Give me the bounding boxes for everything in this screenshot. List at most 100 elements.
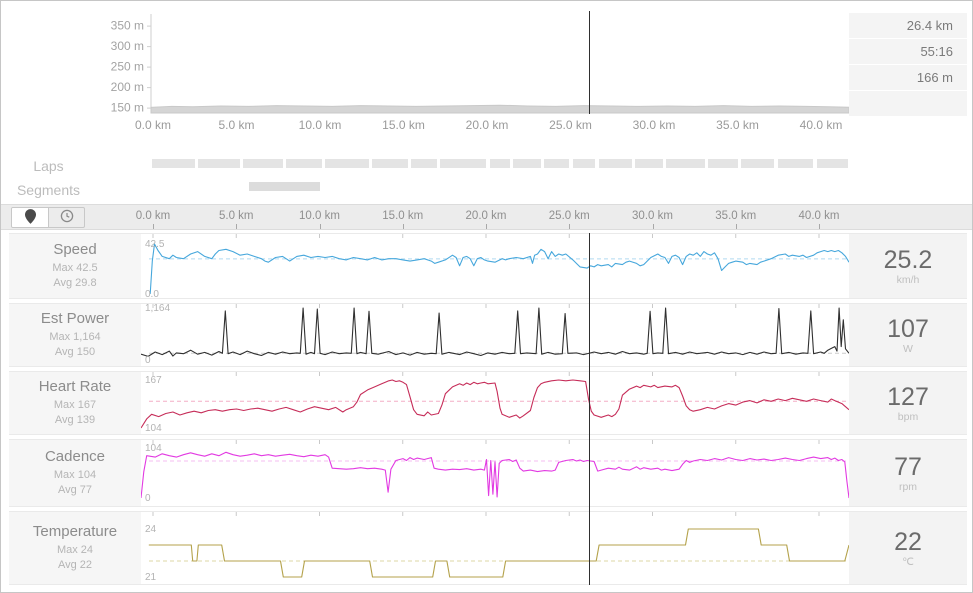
lap-bar[interactable]	[513, 159, 541, 168]
svg-text:0.0 km: 0.0 km	[135, 118, 171, 132]
lap-bar[interactable]	[635, 159, 663, 168]
ruler-label: 5.0 km	[218, 210, 254, 222]
summary-empty-row	[849, 91, 967, 116]
lap-bar[interactable]	[243, 159, 283, 168]
temperature-chart-area: 24 21	[141, 512, 850, 584]
svg-text:21: 21	[145, 572, 157, 583]
ruler-label: 25.0 km	[548, 210, 590, 222]
metric-unit: rpm	[898, 480, 918, 493]
metric-title: Cadence	[44, 448, 106, 465]
cadence-value-panel: 77 rpm	[849, 440, 967, 506]
temperature-row: Temperature Max 24 Avg 22 24 21 22 ℃	[9, 511, 967, 585]
metric-unit: bpm	[897, 410, 919, 423]
axis-mode-button-group	[11, 207, 85, 228]
metric-avg: Avg 150	[54, 346, 96, 358]
time-mode-button[interactable]	[48, 208, 84, 227]
lap-bar[interactable]	[325, 159, 369, 168]
svg-text:10.0 km: 10.0 km	[299, 118, 342, 132]
svg-text:200 m: 200 m	[111, 80, 144, 94]
svg-text:30.0 km: 30.0 km	[633, 118, 676, 132]
summary-panel: 26.4 km 55:16 166 m	[849, 13, 967, 117]
svg-text:104: 104	[145, 443, 162, 454]
speed-chart[interactable]: 42.5 0.0	[141, 234, 850, 300]
metric-max: Max 167	[53, 399, 97, 411]
ruler-label: 0.0 km	[135, 210, 171, 222]
speed-value-panel: 25.2 km/h	[849, 234, 967, 298]
laps-bars[interactable]	[141, 159, 851, 168]
lap-bar[interactable]	[599, 159, 632, 168]
svg-text:5.0 km: 5.0 km	[218, 118, 254, 132]
cadence-chart-area: 104 0	[140, 440, 850, 506]
cadence-chart[interactable]: 104 0	[140, 440, 850, 506]
lap-bar[interactable]	[372, 159, 408, 168]
speed-chart-area: 42.5 0.0	[141, 234, 850, 300]
svg-text:40.0 km: 40.0 km	[800, 118, 843, 132]
metric-value: 22	[894, 527, 922, 556]
cadence-row: Cadence Max 104 Avg 77 104 0 77 rpm	[9, 439, 967, 507]
lap-bar[interactable]	[666, 159, 705, 168]
metric-title: Heart Rate	[38, 378, 112, 395]
ruler-label: 15.0 km	[382, 210, 424, 222]
temperature-chart[interactable]: 24 21	[141, 512, 850, 584]
ruler-tick	[486, 224, 487, 229]
clock-icon	[60, 209, 74, 226]
lap-bar[interactable]	[708, 159, 738, 168]
svg-text:300 m: 300 m	[111, 39, 144, 53]
lap-bar[interactable]	[490, 159, 510, 168]
metric-avg: Avg 139	[54, 414, 96, 426]
svg-text:150 m: 150 m	[111, 101, 144, 115]
elevation-chart[interactable]: 350 m 300 m 250 m 200 m 150 m 0.0 km 5.0 km 10.…	[1, 1, 973, 141]
lap-bar[interactable]	[198, 159, 240, 168]
lap-bar[interactable]	[440, 159, 486, 168]
ruler-tick	[319, 224, 321, 229]
summary-duration: 55:16	[849, 39, 967, 64]
metric-value: 77	[894, 452, 922, 481]
ruler-label: 40.0 km	[798, 210, 840, 222]
chart-toolbar: 0.0 km 5.0 km 10.0 km 15.0 km 20.0 km 25.0 km…	[1, 204, 972, 230]
svg-text:0.0: 0.0	[145, 289, 159, 298]
lap-bar[interactable]	[286, 159, 322, 168]
svg-text:1,164: 1,164	[145, 304, 170, 314]
segment-bar[interactable]	[249, 182, 320, 191]
metric-value: 25.2	[883, 245, 933, 274]
segment-bars[interactable]	[141, 182, 851, 191]
ruler-tick	[236, 224, 238, 229]
ruler-label: 10.0 km	[299, 210, 340, 222]
lap-bar[interactable]	[544, 159, 569, 168]
metric-title: Temperature	[32, 523, 118, 540]
heart-rate-chart-area: 167 104	[140, 372, 850, 434]
temperature-value-panel: 22 ℃	[849, 512, 967, 584]
cursor-line-bottom	[589, 233, 590, 585]
lap-bar[interactable]	[817, 159, 848, 168]
distance-mode-button[interactable]	[12, 208, 48, 227]
lap-bar[interactable]	[573, 159, 595, 168]
svg-text:250 m: 250 m	[111, 60, 144, 74]
svg-text:24: 24	[145, 524, 157, 535]
ruler-tick	[402, 224, 404, 229]
ruler-tick	[819, 224, 820, 229]
metric-unit: km/h	[896, 273, 920, 286]
speed-row: Speed Max 42.5 Avg 29.8 42.5 0.0 25.2 km/…	[9, 233, 967, 300]
speed-label-panel: Speed Max 42.5 Avg 29.8	[9, 234, 141, 298]
lap-bar[interactable]	[411, 159, 437, 168]
metric-avg: Avg 29.8	[53, 277, 97, 289]
metric-unit: W	[903, 342, 913, 355]
svg-text:15.0 km: 15.0 km	[382, 118, 425, 132]
metric-max: Max 104	[53, 469, 97, 481]
svg-text:0: 0	[145, 355, 151, 366]
lap-bar[interactable]	[152, 159, 195, 168]
ruler-label: 30.0 km	[632, 210, 673, 222]
svg-text:104: 104	[145, 423, 162, 434]
svg-text:20.0 km: 20.0 km	[466, 118, 509, 132]
svg-text:42.5: 42.5	[145, 239, 165, 250]
summary-distance: 26.4 km	[849, 13, 967, 38]
heart-rate-chart[interactable]: 167 104	[140, 372, 850, 434]
est-power-chart[interactable]: 1,164 0	[140, 303, 850, 366]
ruler-tick	[652, 224, 654, 229]
lap-bar[interactable]	[741, 159, 774, 168]
ruler-label: 35.0 km	[715, 210, 757, 222]
temperature-label-panel: Temperature Max 24 Avg 22	[9, 512, 141, 584]
metric-title: Est Power	[40, 310, 110, 327]
lap-bar[interactable]	[778, 159, 813, 168]
